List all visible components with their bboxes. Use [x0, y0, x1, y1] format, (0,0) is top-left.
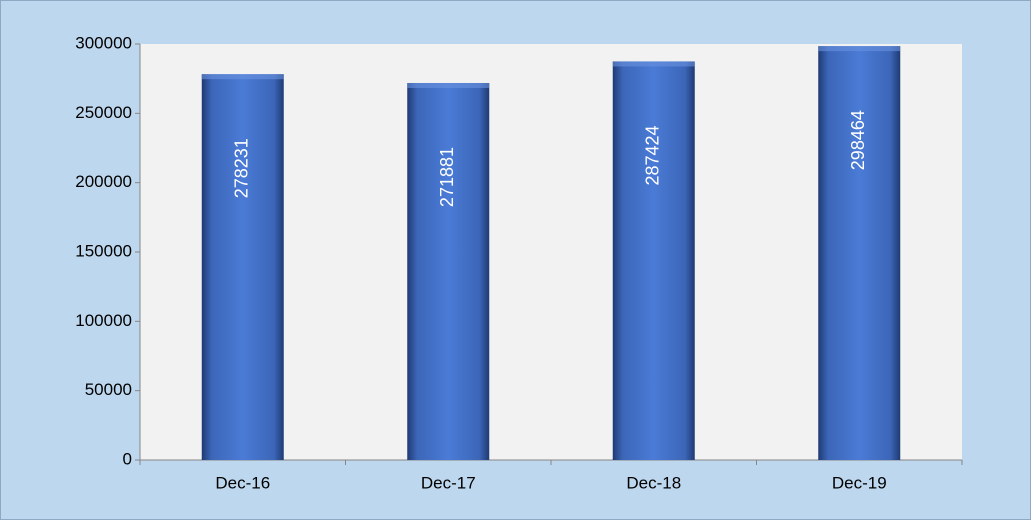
y-tick-label: 100000	[75, 311, 132, 330]
data-label: 287424	[643, 125, 663, 185]
bar	[818, 46, 901, 461]
y-tick-label: 0	[123, 449, 132, 468]
x-tick-label: Dec-18	[626, 473, 681, 492]
bar	[612, 61, 695, 460]
bar-cap	[818, 46, 901, 52]
bar-cap	[407, 82, 490, 88]
y-tick-label: 300000	[75, 33, 132, 52]
y-tick-label: 250000	[75, 103, 132, 122]
y-tick-label: 200000	[75, 172, 132, 191]
bar	[407, 82, 490, 461]
bar-cap	[612, 61, 695, 67]
bar-cap	[201, 74, 284, 80]
y-tick-label: 150000	[75, 241, 132, 260]
x-tick-label: Dec-16	[215, 473, 270, 492]
y-tick-label: 50000	[85, 380, 132, 399]
bar	[201, 74, 284, 461]
data-label: 278231	[232, 138, 252, 198]
x-tick-label: Dec-17	[421, 473, 476, 492]
data-label: 271881	[437, 147, 457, 207]
x-tick-label: Dec-19	[832, 473, 887, 492]
data-label: 298464	[848, 110, 868, 170]
